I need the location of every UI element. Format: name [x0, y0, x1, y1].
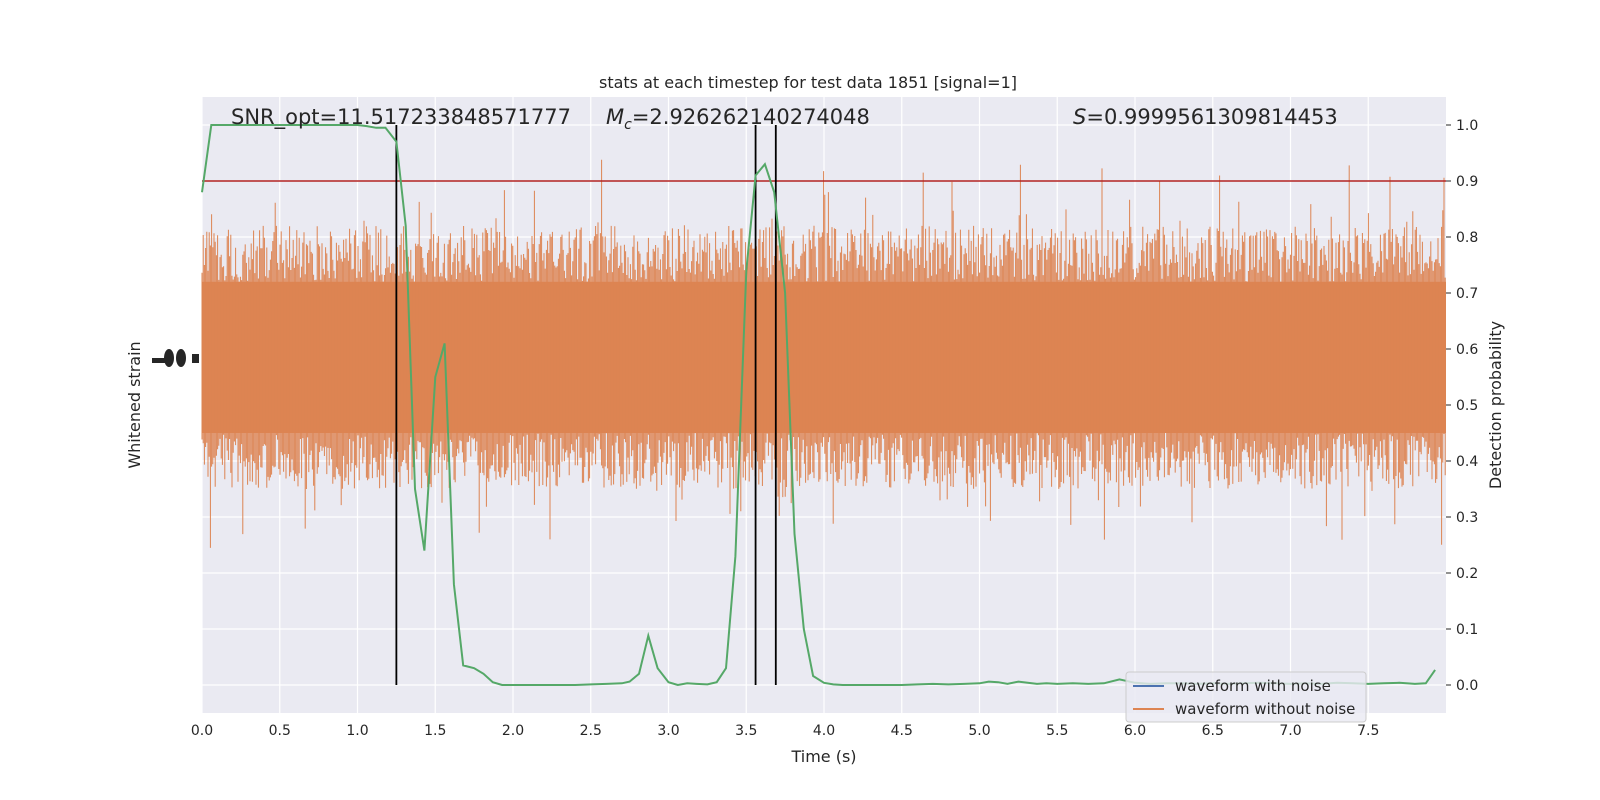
y-tick-label: 0.7 [1456, 286, 1478, 302]
y-tick-label: 0.0 [1456, 678, 1478, 694]
y-axis-label-right: Detection probability [1486, 321, 1505, 489]
y-tick-label: 0.6 [1456, 342, 1478, 358]
x-tick-label: 2.0 [502, 723, 524, 739]
chart-title: stats at each timestep for test data 185… [599, 73, 1017, 92]
y-tick-label: 0.1 [1456, 622, 1478, 638]
x-tick-label: 4.0 [813, 723, 835, 739]
x-tick-label: 7.0 [1279, 723, 1301, 739]
axis-ticks: 0.0 0.5 1.0 1.5 2.0 2.5 3.0 3.5 4.0 4.5 5.0 5.5 6.0 6… [191, 118, 1478, 739]
x-tick-label: 0.5 [269, 723, 291, 739]
legend-label-without-noise: waveform without noise [1175, 700, 1355, 718]
x-tick-label: 3.5 [735, 723, 757, 739]
y-tick-label: 0.9 [1456, 174, 1478, 190]
x-axis-label: Time (s) [790, 747, 856, 766]
x-tick-label: 5.5 [1046, 723, 1068, 739]
x-tick-label: 2.5 [580, 723, 602, 739]
x-tick-label: 1.5 [424, 723, 446, 739]
s-value: =0.9999561309814453 [1086, 105, 1337, 129]
y-tick-label: 0.8 [1456, 230, 1478, 246]
strain-spikes [201, 159, 1446, 548]
y-tick-label: 0.4 [1456, 454, 1478, 470]
x-tick-label: 6.0 [1124, 723, 1146, 739]
collapsed-left-ticks [152, 349, 199, 367]
y-tick-label: 1.0 [1456, 118, 1478, 134]
x-tick-label: 0.0 [191, 723, 213, 739]
x-tick-label: 3.0 [657, 723, 679, 739]
y-tick-label: 0.2 [1456, 566, 1478, 582]
snr-annotation: SNR_opt=11.517233848571777 [231, 105, 571, 130]
y-tick-label: 0.3 [1456, 510, 1478, 526]
mc-value: =2.926262140274048 [632, 105, 870, 129]
s-annotation: S=0.9999561309814453 [1073, 105, 1338, 129]
y-tick-label: 0.5 [1456, 398, 1478, 414]
chirp-mass-annotation: Mc=2.926262140274048 [606, 105, 870, 133]
x-tick-label: 1.0 [346, 723, 368, 739]
s-symbol: S [1073, 105, 1086, 129]
legend: waveform with noise waveform without noi… [1125, 671, 1367, 723]
x-tick-label: 6.5 [1202, 723, 1224, 739]
y-axis-label-left: Whitened strain [125, 341, 144, 468]
mc-subscript: c [624, 117, 632, 133]
x-tick-label: 7.5 [1357, 723, 1379, 739]
legend-label-with-noise: waveform with noise [1175, 677, 1331, 695]
x-tick-label: 4.5 [891, 723, 913, 739]
mc-symbol: M [606, 105, 624, 129]
x-tick-label: 5.0 [968, 723, 990, 739]
